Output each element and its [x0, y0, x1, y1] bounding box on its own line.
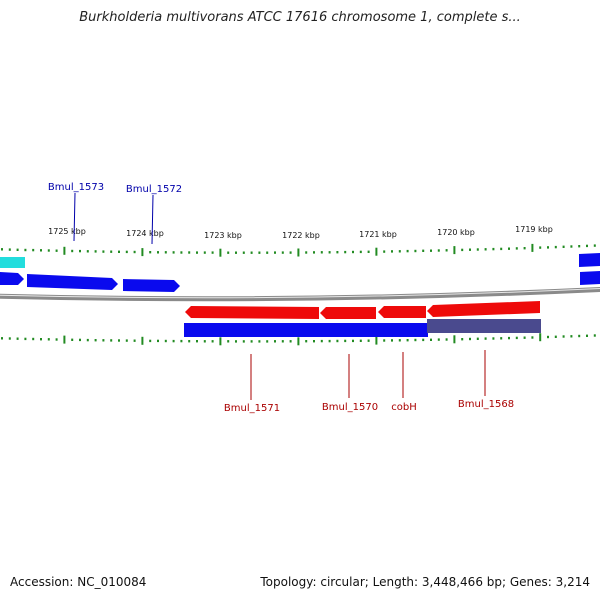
tick-ring-inner	[1, 333, 596, 346]
label-bmul-1568[interactable]: Bmul_1568	[458, 399, 514, 410]
backbone-highlight	[0, 287, 600, 299]
scale-label: 1722 kbp	[282, 231, 320, 240]
summary-text: Topology: circular; Length: 3,448,466 bp…	[260, 575, 590, 589]
scale-label: 1725 kbp	[48, 227, 86, 236]
gene-labels: Bmul_1573 Bmul_1572 Bmul_1571 Bmul_1570 …	[48, 182, 514, 414]
accession-text: Accession: NC_010084	[10, 575, 147, 589]
cds-bar	[184, 319, 541, 337]
cds-bar-blue[interactable]	[184, 323, 428, 337]
gene-cobh[interactable]	[378, 306, 426, 318]
gene-forward-edge-left[interactable]	[0, 272, 24, 285]
leader-bmul-1573	[73, 192, 76, 242]
scale-label: 1720 kbp	[437, 228, 475, 237]
backbone-arc	[0, 286, 600, 302]
label-leaders	[73, 192, 486, 400]
gene-partial-cyan[interactable]	[0, 257, 25, 268]
label-bmul-1573[interactable]: Bmul_1573	[48, 182, 104, 193]
gene-forward-edge-right-1[interactable]	[579, 253, 600, 267]
tick-ring-outer	[1, 243, 596, 257]
label-bmul-1571[interactable]: Bmul_1571	[224, 403, 280, 414]
label-bmul-1570[interactable]: Bmul_1570	[322, 402, 378, 413]
scale-label: 1719 kbp	[515, 225, 553, 234]
gene-bmul-1571[interactable]	[185, 306, 319, 319]
scale-labels: 1725 kbp 1724 kbp 1723 kbp 1722 kbp 1721 kbp…	[48, 225, 553, 240]
label-cobh[interactable]: cobH	[391, 402, 416, 413]
gene-bmul-1573[interactable]	[27, 274, 118, 290]
gene-forward-edge-right-2[interactable]	[580, 271, 600, 285]
gene-bmul-1568[interactable]	[427, 301, 540, 317]
leader-bmul-1572	[151, 194, 154, 245]
forward-strand-genes	[0, 253, 600, 292]
label-bmul-1572[interactable]: Bmul_1572	[126, 184, 182, 195]
gene-bmul-1570[interactable]	[320, 307, 376, 319]
gene-bmul-1572[interactable]	[123, 279, 180, 292]
cds-bar-shaded[interactable]	[427, 319, 541, 333]
reverse-strand-genes	[185, 301, 540, 319]
scale-label: 1724 kbp	[126, 229, 164, 238]
map-title: Burkholderia multivorans ATCC 17616 chro…	[79, 10, 521, 25]
scale-label: 1723 kbp	[204, 231, 242, 240]
scale-label: 1721 kbp	[359, 230, 397, 239]
